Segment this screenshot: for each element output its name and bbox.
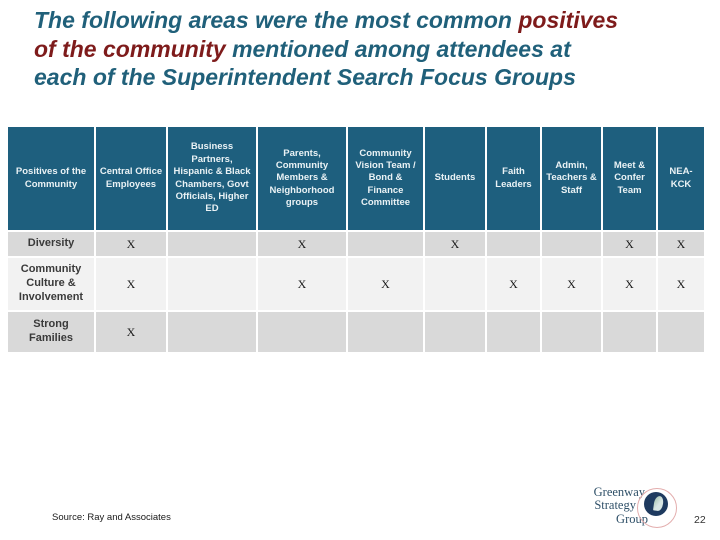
title-line2-teal: mentioned among attendees at xyxy=(232,35,571,62)
greenway-logo: Greenway Strategy Group xyxy=(585,485,685,537)
column-header-central-office: Central Office Employees xyxy=(96,127,166,230)
column-header-business-partners: Business Partners, Hispanic & Black Cham… xyxy=(168,127,256,230)
table-cell-mark xyxy=(542,312,601,352)
column-header-nea-kck: NEA-KCK xyxy=(658,127,704,230)
title-line3-teal: each of the Superintendent Search Focus … xyxy=(34,64,576,90)
column-header-meet-confer: Meet & Confer Team xyxy=(603,127,656,230)
table-cell-mark xyxy=(603,312,656,352)
table-cell-mark: X xyxy=(258,258,346,310)
logo-text-greenway: Greenway xyxy=(593,485,645,499)
table-cell-mark: X xyxy=(96,312,166,352)
table-cell-mark: X xyxy=(348,258,423,310)
table-cell-mark xyxy=(425,258,485,310)
table-cell-mark xyxy=(487,312,540,352)
title-line2-maroon: of the community xyxy=(34,35,226,62)
row-label: Strong Families xyxy=(8,312,94,352)
table-cell-mark xyxy=(168,258,256,310)
focus-group-positives-table: Positives of the Community Central Offic… xyxy=(6,125,706,354)
page-number: 22 xyxy=(694,514,706,526)
table-row-community-culture: Community Culture & Involvement X X X X … xyxy=(8,258,704,310)
table-cell-mark: X xyxy=(658,258,704,310)
logo-ring xyxy=(637,488,677,528)
table-cell-mark xyxy=(348,312,423,352)
table-cell-mark xyxy=(168,232,256,256)
column-header-positives: Positives of the Community xyxy=(8,127,94,230)
row-label: Diversity xyxy=(8,232,94,256)
table-cell-mark xyxy=(542,232,601,256)
title-line1-maroon: positives xyxy=(518,7,619,33)
logo-text-strategy: Strategy xyxy=(594,498,636,512)
title-line-3: each of the Superintendent Search Focus … xyxy=(34,63,710,92)
table-row-strong-families: Strong Families X xyxy=(8,312,704,352)
row-label: Community Culture & Involvement xyxy=(8,258,94,310)
table-cell-mark: X xyxy=(96,258,166,310)
column-header-admin-teachers: Admin, Teachers & Staff xyxy=(542,127,601,230)
table-cell-mark xyxy=(258,312,346,352)
table-cell-mark: X xyxy=(658,232,704,256)
table-cell-mark: X xyxy=(258,232,346,256)
table-row-diversity: Diversity X X X X X xyxy=(8,232,704,256)
table-cell-mark xyxy=(425,312,485,352)
table-cell-mark xyxy=(658,312,704,352)
title-line1-teal: The following areas were the most common xyxy=(34,7,512,33)
title-line-1: The following areas were the most common… xyxy=(34,6,710,35)
table-cell-mark: X xyxy=(603,258,656,310)
table-cell-mark: X xyxy=(542,258,601,310)
table-cell-mark xyxy=(487,232,540,256)
table-cell-mark: X xyxy=(96,232,166,256)
leaf-shape xyxy=(653,495,664,512)
table-cell-mark: X xyxy=(425,232,485,256)
column-header-faith-leaders: Faith Leaders xyxy=(487,127,540,230)
column-header-parents: Parents, Community Members & Neighborhoo… xyxy=(258,127,346,230)
column-header-students: Students xyxy=(425,127,485,230)
column-header-community-vision: Community Vision Team / Bond & Finance C… xyxy=(348,127,423,230)
table-cell-mark: X xyxy=(487,258,540,310)
page-title: The following areas were the most common… xyxy=(34,6,710,92)
table-cell-mark: X xyxy=(603,232,656,256)
table-cell-mark xyxy=(348,232,423,256)
header-row: Positives of the Community Central Offic… xyxy=(8,127,704,230)
source-note: Source: Ray and Associates xyxy=(52,512,171,523)
leaf-icon xyxy=(644,492,668,516)
title-line-2: of the community mentioned among attende… xyxy=(34,35,710,64)
table-cell-mark xyxy=(168,312,256,352)
